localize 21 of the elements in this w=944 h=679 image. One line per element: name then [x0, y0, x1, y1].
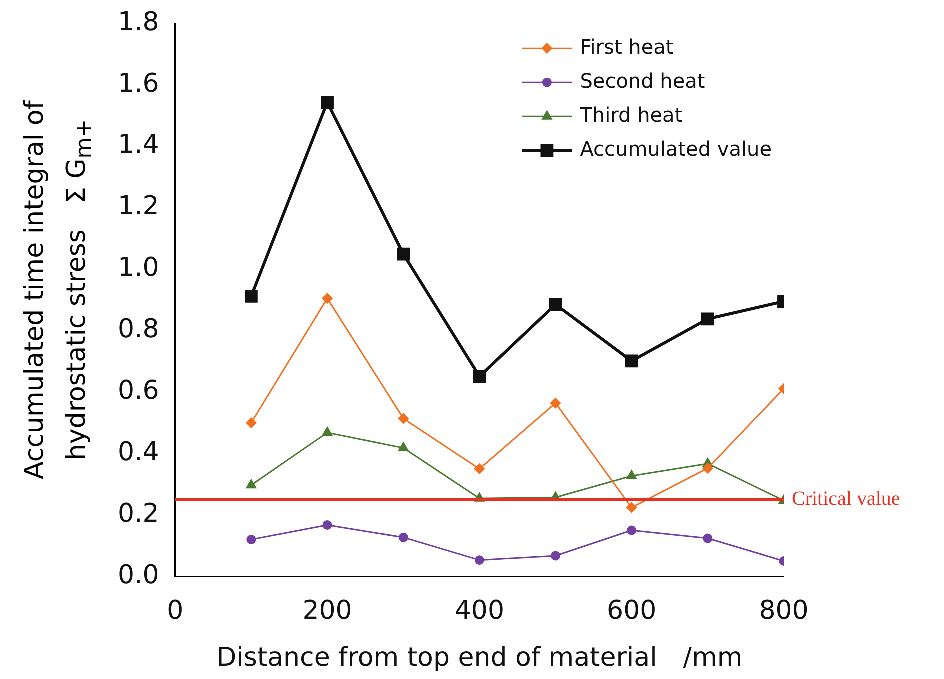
y-tick-label: 1.2 [118, 192, 160, 222]
y-tick-label: 1.4 [118, 130, 160, 160]
y-tick-label: 0.8 [118, 314, 160, 345]
x-tick-label: 400 [454, 596, 504, 626]
y-tick-label: 1.8 [118, 7, 160, 38]
x-tick-label: 200 [302, 596, 352, 626]
y-tick-label: 0.6 [118, 376, 160, 406]
x-tick-label: 800 [759, 596, 809, 626]
x-axis-title: Distance from top end of material /mm [216, 643, 743, 674]
x-tick-label: 0 [167, 596, 184, 626]
y-tick-label: 1.6 [118, 68, 160, 99]
x-tick-label: 600 [607, 596, 657, 626]
ref-line-label: Critical value [792, 488, 900, 510]
legend-label: Accumulated value [580, 136, 772, 161]
y-tick-label: 0.4 [118, 437, 160, 468]
y-tick-label: 0.2 [118, 498, 160, 529]
y-tick-label: 0.0 [118, 560, 160, 590]
y-tick-label: 1.0 [118, 253, 160, 284]
legend-label: Third heat [579, 102, 683, 127]
legend-label: Second heat [580, 68, 706, 93]
legend-label: First heat [580, 34, 674, 59]
